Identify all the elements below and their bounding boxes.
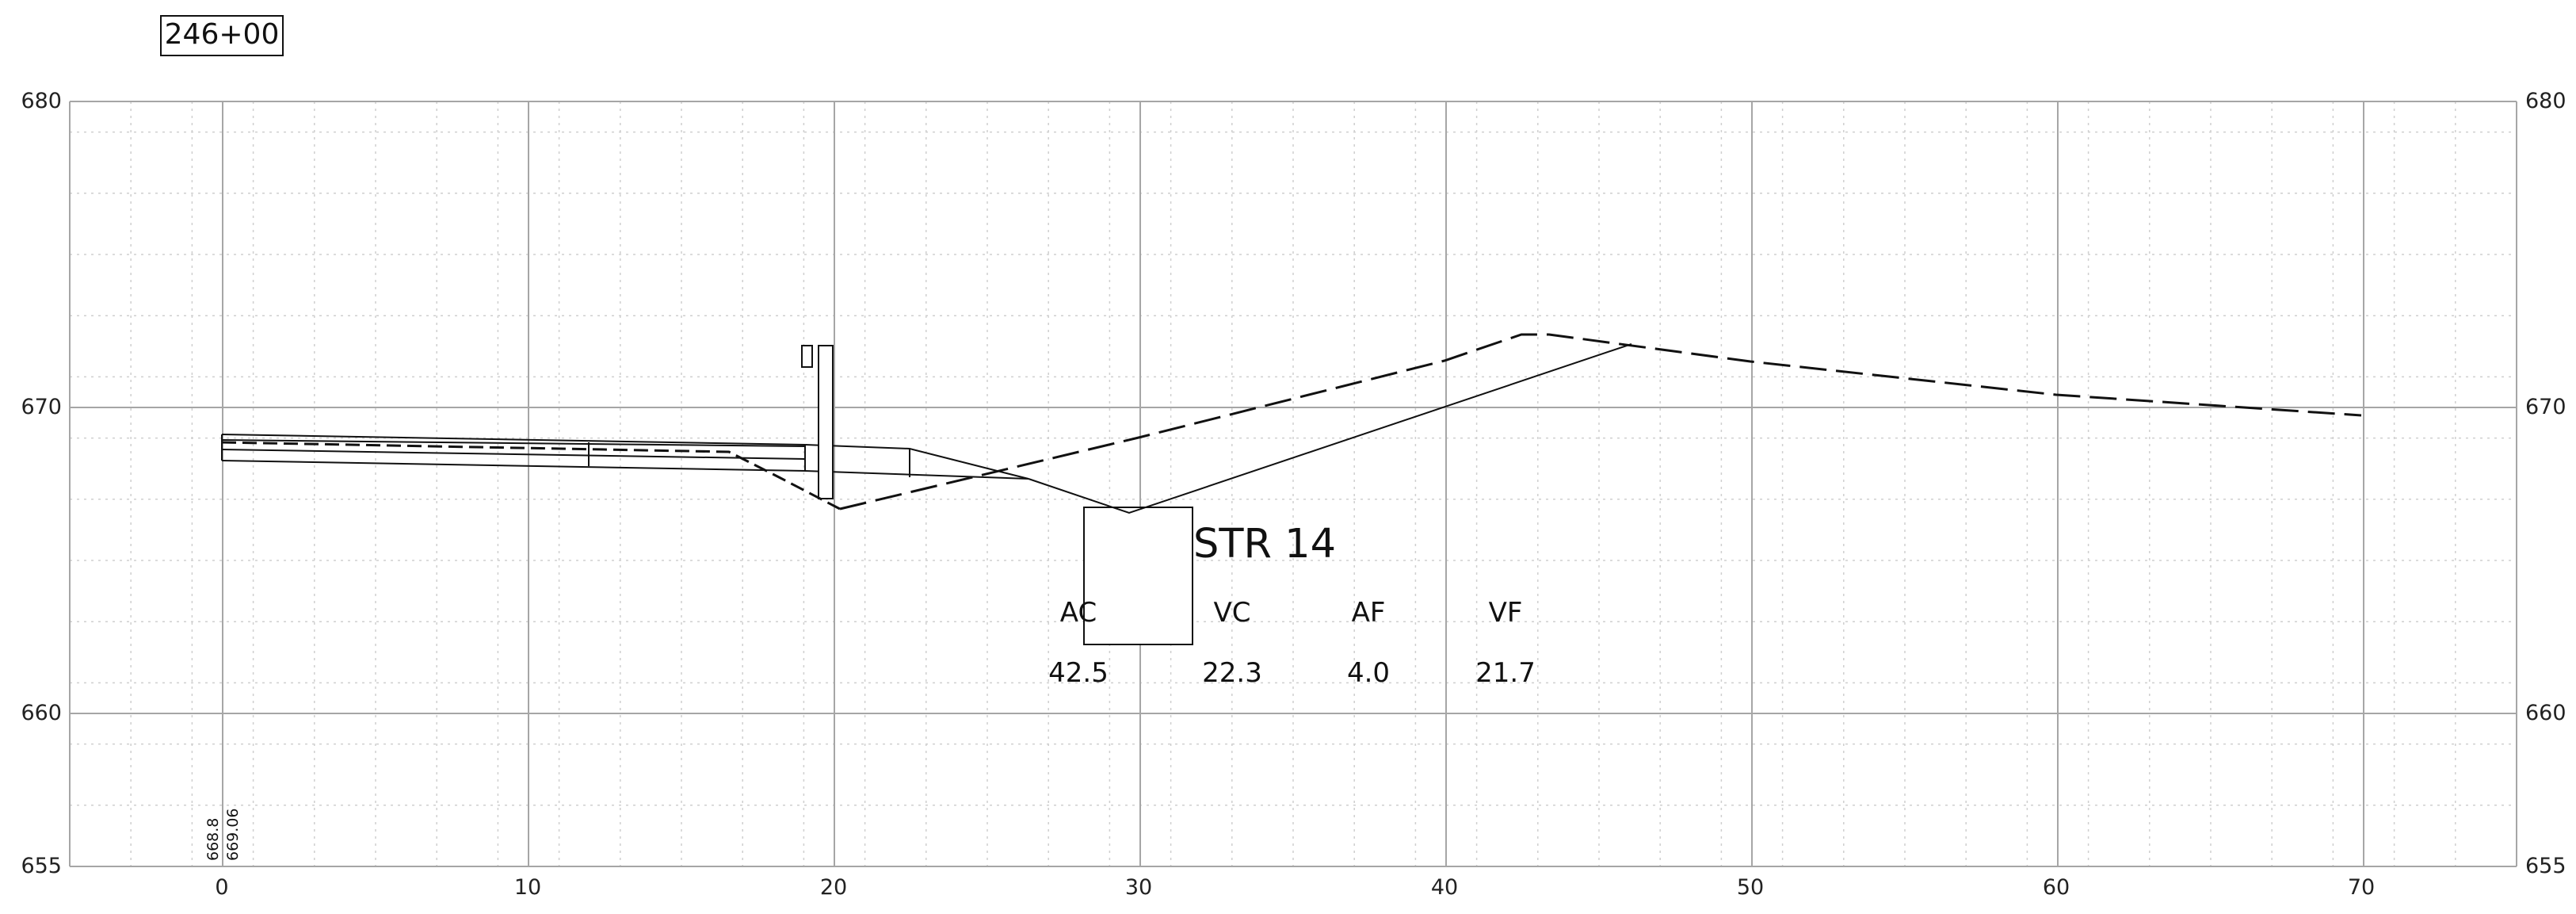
earthwork-header: AF — [1352, 597, 1386, 629]
y-tick-label: 680 — [2525, 89, 2566, 113]
x-tick-label: 40 — [1431, 875, 1458, 900]
earthwork-header: VF — [1489, 597, 1523, 629]
x-tick-label: 10 — [514, 875, 541, 900]
earthwork-header: AC — [1060, 597, 1097, 629]
centerline-elevation-label: 668.8 — [204, 818, 222, 861]
earthwork-value: 42.5 — [1048, 657, 1109, 689]
x-tick-label: 0 — [215, 875, 228, 900]
existing-ground-line-left — [221, 441, 841, 511]
guardrail-post — [801, 345, 834, 499]
y-tick-label: 660 — [2525, 701, 2566, 725]
earthwork-value: 22.3 — [1202, 657, 1262, 689]
x-axis-labels: 0 10 20 30 40 50 60 70 — [215, 875, 2375, 900]
y-tick-label: 670 — [2525, 395, 2566, 419]
x-tick-label: 50 — [1737, 875, 1764, 900]
y-tick-label: 670 — [21, 395, 62, 419]
centerline-elevation-label: 669.06 — [224, 809, 242, 861]
station-label: 246+00 — [160, 15, 284, 56]
x-tick-label: 30 — [1125, 875, 1152, 900]
earthwork-value: 4.0 — [1347, 657, 1390, 689]
proposed-grade-line — [1028, 343, 1632, 514]
minor-grid — [69, 101, 2517, 867]
existing-ground-line — [839, 333, 2362, 511]
earthwork-value: 21.7 — [1475, 657, 1536, 689]
earthwork-header: VC — [1214, 597, 1251, 629]
x-tick-label: 60 — [2043, 875, 2070, 900]
roadway-template — [221, 434, 1029, 480]
x-tick-label: 20 — [820, 875, 847, 900]
structure-box — [1083, 507, 1193, 645]
y-tick-label: 655 — [21, 854, 62, 878]
y-axis-labels-right: 680 670 660 655 — [2525, 89, 2566, 878]
y-tick-label: 660 — [21, 701, 62, 725]
earthwork-table: AC VC AF VF 42.5 22.3 4.0 21.7 — [1048, 597, 1536, 689]
y-tick-label: 655 — [2525, 854, 2566, 878]
structure-label: STR 14 — [1193, 521, 1336, 568]
x-tick-label: 70 — [2348, 875, 2375, 900]
y-tick-label: 680 — [21, 89, 62, 113]
station-label-text: 246+00 — [165, 18, 280, 51]
major-grid — [69, 101, 2517, 867]
y-axis-labels-left: 680 670 660 655 — [21, 89, 62, 878]
